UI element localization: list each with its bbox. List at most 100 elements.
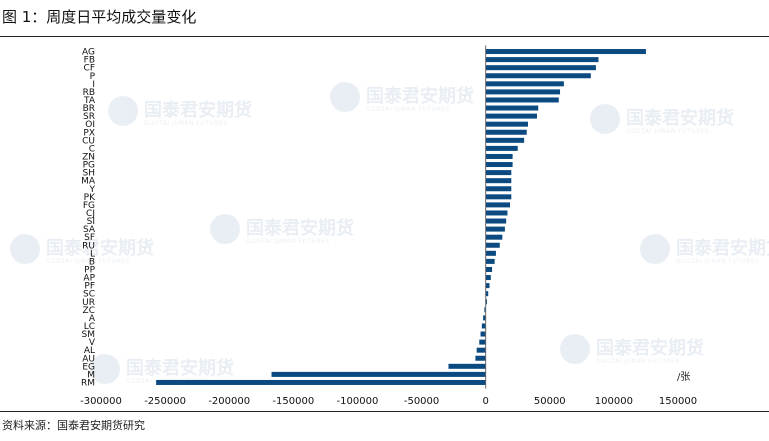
category-label: CJ bbox=[86, 209, 95, 219]
category-label: TA bbox=[83, 96, 96, 106]
bar-ma bbox=[485, 178, 512, 184]
category-label: PF bbox=[84, 282, 95, 292]
category-label: AG bbox=[82, 48, 95, 58]
bar-ur bbox=[485, 299, 487, 305]
bar-al bbox=[476, 347, 486, 353]
bar-ta bbox=[485, 97, 559, 103]
bar-sr bbox=[485, 113, 537, 119]
bar-m bbox=[271, 371, 486, 377]
category-label: RU bbox=[82, 241, 95, 251]
bar-y bbox=[485, 186, 512, 192]
category-label: SA bbox=[83, 225, 96, 235]
bar-v bbox=[479, 339, 486, 345]
category-label: V bbox=[89, 338, 96, 348]
bar-au bbox=[475, 355, 486, 361]
category-label: AL bbox=[84, 346, 95, 356]
x-tick-label: -300000 bbox=[80, 396, 122, 407]
x-tick-label: -250000 bbox=[144, 396, 186, 407]
bar-lc bbox=[481, 323, 486, 329]
category-labels-group: AGFBCFPIRBTABRSROIPXCUCZNPGSHMAYPKFGCJSI… bbox=[81, 48, 96, 389]
x-tick-label: -150000 bbox=[272, 396, 314, 407]
bar-oi bbox=[485, 121, 528, 127]
bar-rb bbox=[485, 89, 561, 95]
category-label: RB bbox=[83, 88, 95, 98]
category-label: PP bbox=[84, 265, 95, 275]
x-tick-label: 150000 bbox=[659, 396, 697, 407]
bar-cj bbox=[485, 210, 508, 216]
category-label: C bbox=[89, 144, 95, 154]
category-label: SC bbox=[83, 290, 95, 300]
bar-si bbox=[485, 218, 507, 224]
category-label: SF bbox=[84, 233, 95, 243]
x-tick-label: -200000 bbox=[208, 396, 250, 407]
bar-a bbox=[483, 315, 486, 321]
bar-p bbox=[485, 73, 591, 79]
bar-sf bbox=[485, 234, 503, 240]
bar-sm bbox=[480, 331, 486, 337]
category-label: EG bbox=[82, 362, 95, 372]
figure-title: 图 1：周度日平均成交量变化 bbox=[2, 8, 197, 26]
bar-ag bbox=[485, 49, 646, 55]
category-label: ZC bbox=[83, 306, 95, 316]
bar-pg bbox=[485, 162, 513, 168]
category-label: AU bbox=[82, 354, 95, 364]
bar-br bbox=[485, 105, 539, 111]
unit-label: /张 bbox=[677, 371, 690, 383]
category-label: OI bbox=[85, 120, 95, 130]
category-label: PG bbox=[83, 161, 95, 171]
bar-px bbox=[485, 129, 527, 135]
category-label: LC bbox=[84, 322, 95, 332]
bar-cf bbox=[485, 65, 596, 71]
x-tick-label: 100000 bbox=[595, 396, 633, 407]
category-label: CU bbox=[82, 136, 95, 146]
category-label: FG bbox=[83, 201, 95, 211]
bar-rm bbox=[156, 379, 486, 385]
category-label: RM bbox=[81, 378, 95, 388]
x-tick-label: 0 bbox=[482, 396, 488, 407]
category-label: B bbox=[89, 257, 95, 267]
category-label: PK bbox=[84, 193, 96, 203]
bar-pp bbox=[485, 266, 493, 272]
category-label: PX bbox=[83, 128, 95, 138]
bar-eg bbox=[448, 363, 486, 369]
bar-c bbox=[485, 145, 518, 151]
bar-sc bbox=[485, 291, 489, 297]
x-tick-labels-group: -300000 -250000 -200000 -150000 -100000 -5000… bbox=[80, 396, 697, 407]
bars-group bbox=[156, 49, 646, 385]
category-label: AP bbox=[83, 274, 95, 284]
category-label: Y bbox=[89, 185, 96, 195]
bar-ru bbox=[485, 242, 500, 248]
bar-zc bbox=[484, 307, 486, 313]
category-label: BR bbox=[83, 104, 95, 114]
x-tick-label: -50000 bbox=[404, 396, 439, 407]
category-label: I bbox=[92, 80, 95, 90]
category-label: M bbox=[87, 370, 95, 380]
bar-sa bbox=[485, 226, 505, 232]
bar-ap bbox=[485, 275, 491, 281]
category-label: SR bbox=[83, 112, 95, 122]
category-label: SM bbox=[82, 330, 95, 340]
category-label: SH bbox=[83, 169, 95, 179]
top-rule bbox=[0, 36, 769, 37]
bottom-rule bbox=[0, 411, 769, 412]
bar-fb bbox=[485, 57, 599, 63]
bar-pk bbox=[485, 194, 512, 200]
category-label: P bbox=[90, 72, 96, 82]
category-label: ZN bbox=[82, 152, 95, 162]
bar-i bbox=[485, 81, 564, 87]
category-label: L bbox=[90, 249, 95, 259]
source-note: 资料来源：国泰君安期货研究 bbox=[2, 419, 145, 432]
x-tick-label: 50000 bbox=[534, 396, 566, 407]
bar-sh bbox=[485, 170, 512, 176]
bar-b bbox=[485, 258, 495, 264]
category-label: A bbox=[89, 314, 96, 324]
category-label: CF bbox=[84, 64, 95, 74]
category-label: MA bbox=[81, 177, 96, 187]
category-label: SI bbox=[87, 217, 95, 227]
bar-cu bbox=[485, 137, 525, 143]
bar-pf bbox=[485, 283, 490, 289]
category-label: UR bbox=[82, 298, 95, 308]
bar-fg bbox=[485, 202, 511, 208]
bar-zn bbox=[485, 153, 513, 159]
